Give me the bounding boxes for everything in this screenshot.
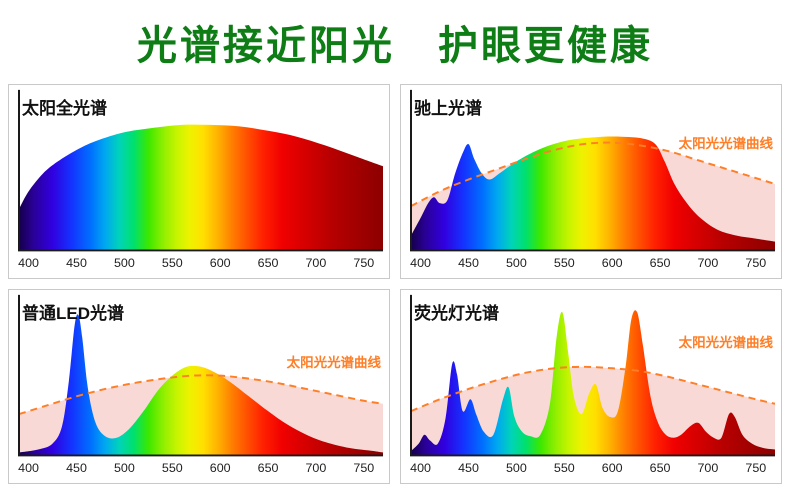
x-tick-label: 600 (602, 461, 623, 475)
x-tick-label: 450 (458, 256, 479, 270)
sun-curve-annotation: 太阳光光谱曲线 (679, 135, 774, 151)
x-tick-label: 500 (114, 461, 135, 475)
spectrum-area (411, 136, 775, 251)
x-tick-label: 700 (697, 461, 718, 475)
spectrum-area (19, 314, 383, 456)
charts-grid: 太阳全光谱 400 450 500 550 600 650 700 750 驰上光谱 400 4… (0, 84, 790, 492)
x-tick-label: 550 (162, 256, 183, 270)
x-tick-label: 700 (305, 256, 326, 270)
x-tick-label: 650 (650, 256, 671, 270)
sun-spectrum-curve (410, 141, 776, 207)
header: 光谱接近阳光 护眼更健康 (0, 0, 790, 84)
x-tick-label: 650 (650, 461, 671, 475)
x-tick-label: 750 (353, 461, 374, 475)
x-tick-label: 700 (697, 256, 718, 270)
page-title: 光谱接近阳光 护眼更健康 (137, 24, 653, 68)
x-tick-label: 550 (162, 461, 183, 475)
x-tick-label: 550 (554, 461, 575, 475)
led-spectrum-chart: 400 450 500 550 600 650 700 750 太阳光光谱曲线 (18, 294, 384, 475)
x-tick-label: 450 (66, 256, 87, 270)
x-tick-label: 400 (410, 256, 431, 270)
chart-title: 太阳全光谱 (22, 99, 107, 118)
chart-title: 荧光灯光谱 (414, 304, 499, 323)
x-tick-label: 400 (410, 461, 431, 475)
x-tick-label: 550 (554, 256, 575, 270)
x-tick-label: 650 (258, 461, 279, 475)
x-tick-label: 700 (305, 461, 326, 475)
x-tick-label: 500 (506, 256, 527, 270)
sun-curve-annotation: 太阳光光谱曲线 (679, 334, 774, 350)
x-tick-label: 450 (66, 461, 87, 475)
x-tick-label: 500 (506, 461, 527, 475)
x-tick-label: 750 (353, 256, 374, 270)
sun-curve-annotation: 太阳光光谱曲线 (287, 354, 382, 370)
x-tick-label: 500 (114, 256, 135, 270)
x-tick-label: 600 (210, 256, 231, 270)
x-tick-label: 600 (602, 256, 623, 270)
chart-title: 驰上光谱 (414, 99, 482, 118)
x-tick-label: 750 (745, 256, 766, 270)
sun-full-spectrum-chart: 400 450 500 550 600 650 700 750 (18, 89, 383, 270)
x-tick-label: 400 (18, 256, 39, 270)
chishang-spectrum-chart: 400 450 500 550 600 650 700 750 太阳光光谱曲线 (410, 89, 776, 270)
sun-spectrum-curve (410, 365, 776, 413)
chart-title: 普通LED光谱 (22, 304, 124, 323)
spectrum-area (411, 310, 775, 456)
panel-chishang-spectrum: 驰上光谱 400 450 500 550 600 650 700 750 太阳光光谱曲线 (400, 84, 782, 279)
x-tick-label: 650 (258, 256, 279, 270)
sun-spectrum-curve (18, 374, 384, 416)
spectrum-area (19, 124, 383, 251)
x-tick-label: 450 (458, 461, 479, 475)
x-tick-label: 600 (210, 461, 231, 475)
x-tick-label: 750 (745, 461, 766, 475)
x-tick-label: 400 (18, 461, 39, 475)
panel-led-spectrum: 普通LED光谱 400 450 500 550 600 650 700 750 太阳光光谱曲线 (8, 289, 390, 484)
panel-fluorescent-spectrum: 荧光灯光谱 400 450 500 550 600 650 700 750 太阳光光谱曲线 (400, 289, 782, 484)
fluorescent-spectrum-chart: 400 450 500 550 600 650 700 750 太阳光光谱曲线 (410, 294, 776, 475)
panel-sun-full-spectrum: 太阳全光谱 400 450 500 550 600 650 700 750 (8, 84, 390, 279)
